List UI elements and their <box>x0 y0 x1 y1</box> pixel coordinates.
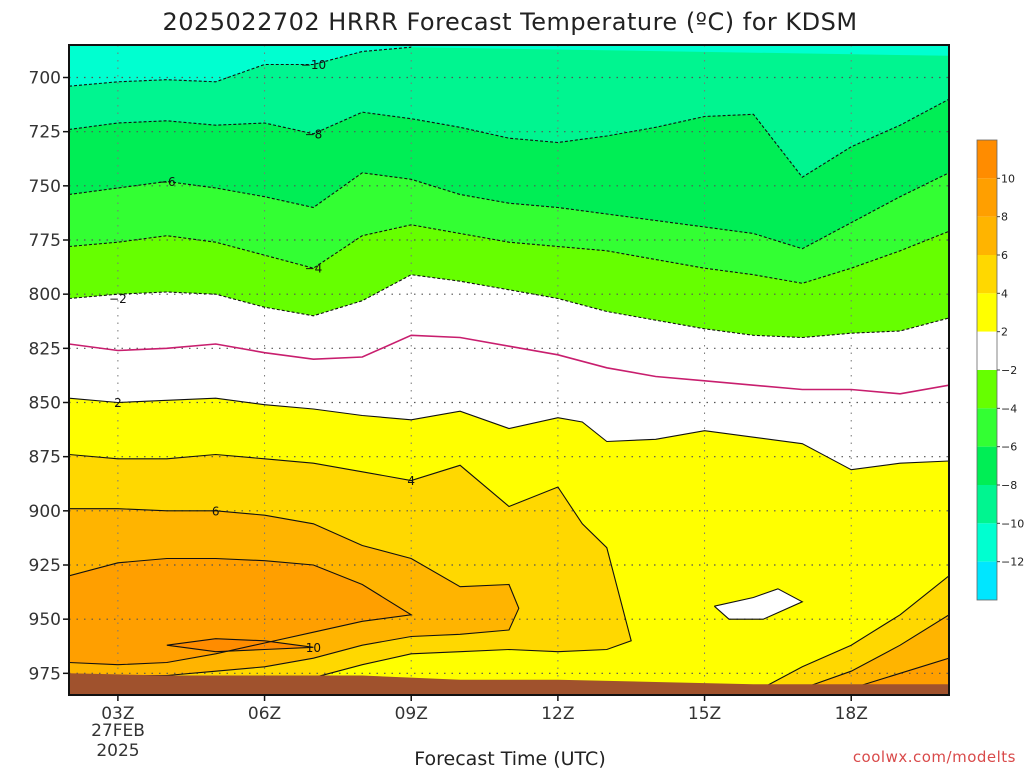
contour-line-10-10 <box>166 638 314 653</box>
contour-line-4-7 <box>69 453 632 679</box>
contour-label-6: 6 <box>212 504 220 518</box>
x-tick-label-06Z: 06Z <box>248 704 281 724</box>
y-tick-label-700: 700 <box>29 69 61 89</box>
colorbar-bin-6 <box>977 216 997 255</box>
x-tick-label-03Z: 03Z <box>101 704 134 724</box>
ground-surface-fill <box>69 673 949 695</box>
colorbar-tick-label-2: 6 <box>1001 249 1008 262</box>
contour-label--10: −10 <box>301 58 326 72</box>
colorbar-tick-label-5: −2 <box>1001 364 1017 377</box>
colorbar-bin--14 <box>977 561 997 600</box>
contour-label--4: −4 <box>305 262 323 276</box>
y-tick-label-725: 725 <box>29 123 61 143</box>
y-tick-label-875: 875 <box>29 448 61 468</box>
chart-title: 2025022702 HRRR Forecast Temperature (ºC… <box>162 8 857 36</box>
y-tick-label-800: 800 <box>29 285 61 305</box>
contour-label--2: −2 <box>109 292 127 306</box>
x-tick-label-15Z: 15Z <box>688 704 721 724</box>
contour-line-8-9 <box>69 557 413 666</box>
colorbar-tick-label-7: −6 <box>1001 441 1017 454</box>
fill-band-warm-pocket-0 <box>714 588 803 620</box>
date-label-day: 27FEB <box>91 721 145 741</box>
ground-surface <box>69 673 949 695</box>
colorbar-bin--10 <box>977 485 997 524</box>
contour-line--8-1 <box>69 98 949 178</box>
contour-line-6-8 <box>69 508 520 677</box>
fill-band-above-8 <box>69 558 412 665</box>
contour-label-4: 4 <box>407 474 415 488</box>
colorbar-bin-4 <box>977 255 997 294</box>
contour-line-2-11 <box>713 588 804 620</box>
colorbar-bin--12 <box>977 523 997 562</box>
x-tick-label-18Z: 18Z <box>835 704 868 724</box>
y-tick-label-750: 750 <box>29 177 61 197</box>
colorbar-bin--6 <box>977 408 997 447</box>
colorbar-bin--4 <box>977 370 997 409</box>
x-axis-label: Forecast Time (UTC) <box>414 748 605 768</box>
x-tick-label-09Z: 09Z <box>395 704 428 724</box>
y-tick-label-900: 900 <box>29 502 61 522</box>
y-tick-label-825: 825 <box>29 339 61 359</box>
contour-line--10-0 <box>69 46 412 87</box>
y-tick-label-850: 850 <box>29 394 61 414</box>
contour-label-10: 10 <box>306 641 321 655</box>
colorbar-tick-label-3: 4 <box>1001 287 1008 300</box>
contour-label-2: 2 <box>114 396 122 410</box>
y-tick-label-975: 975 <box>29 664 61 684</box>
contour-line-2-6 <box>69 397 949 471</box>
colorbar-bin-2 <box>977 293 997 332</box>
source-watermark: coolwx.com/modelts <box>853 748 1016 766</box>
colorbar-bin-10 <box>977 140 997 179</box>
y-tick-label-950: 950 <box>29 610 61 630</box>
x-axis-ticks: 03Z 06Z 09Z 12Z 15Z 18Z <box>101 695 868 724</box>
x-tick-label-12Z: 12Z <box>541 704 574 724</box>
colorbar-tick-label-8: −8 <box>1001 479 1017 492</box>
colorbar-tick-label-10: −12 <box>1001 556 1024 569</box>
colorbar-tick-label-4: 2 <box>1001 326 1008 339</box>
contour-line-0-5 <box>69 334 949 395</box>
plot-area <box>69 45 949 695</box>
date-label-year: 2025 <box>96 741 139 761</box>
temperature-fills <box>69 45 949 695</box>
contour-line-6-13 <box>802 614 949 690</box>
contour-line--4-3 <box>69 224 949 284</box>
colorbar-tick-label-1: 8 <box>1001 211 1008 224</box>
colorbar-tick-label-0: 10 <box>1001 172 1015 185</box>
colorbar-tick-label-9: −10 <box>1001 517 1024 530</box>
colorbar-bin-8 <box>977 178 997 217</box>
plot-frame <box>68 44 950 696</box>
y-tick-label-925: 925 <box>29 556 61 576</box>
contour-line--6-2 <box>69 172 949 250</box>
contour-labels: −10 −8 −6 −4 −2 2 4 6 10 <box>109 58 415 655</box>
contour-line-4-12 <box>753 575 949 694</box>
colorbar-bin--8 <box>977 446 997 485</box>
colorbar-tick-label-6: −4 <box>1001 402 1017 415</box>
contour-line-8-14 <box>851 657 949 690</box>
y-axis-ticks: 700 725 750 775 800 825 850 875 900 925 950 975 <box>29 69 69 684</box>
contour-label--6: −6 <box>158 175 176 189</box>
contour-lines <box>69 46 949 694</box>
y-tick-label-775: 775 <box>29 231 61 251</box>
colorbar-bin--2 <box>977 331 997 370</box>
contour-line--2-4 <box>69 274 949 339</box>
contour-label--8: −8 <box>305 127 323 141</box>
colorbar: 10 8 6 4 2 −2 −4 −6 −8 −10 −12 <box>976 139 1024 601</box>
